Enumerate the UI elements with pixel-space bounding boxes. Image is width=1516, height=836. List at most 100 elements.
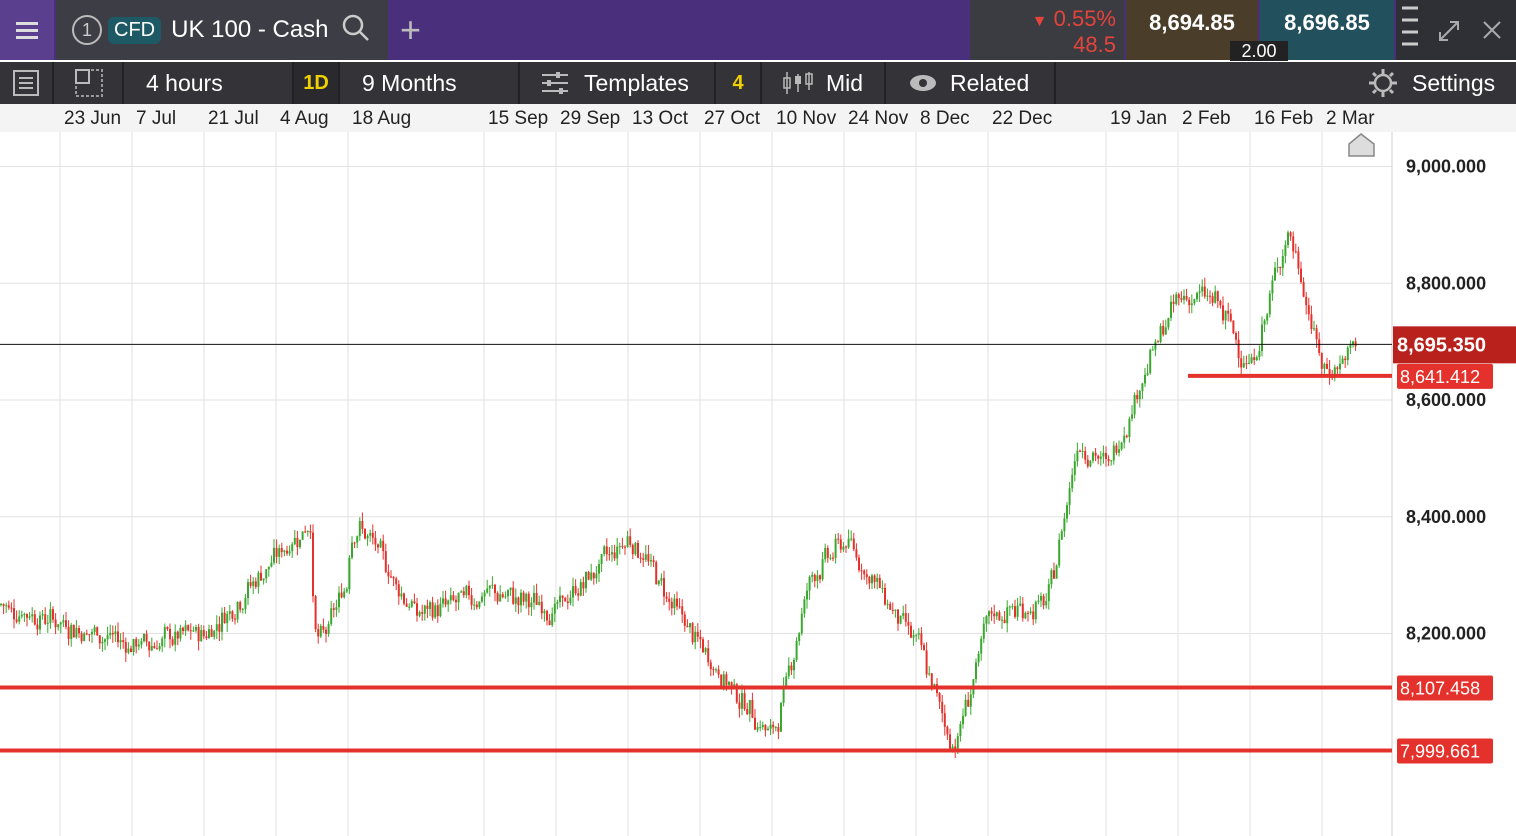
candlestick — [813, 573, 816, 588]
candlestick — [382, 534, 385, 560]
candlestick — [1063, 512, 1066, 537]
candlestick — [254, 577, 257, 589]
candlestick — [62, 614, 65, 627]
candlestick — [975, 658, 977, 684]
candlestick — [754, 709, 756, 730]
interval-selector[interactable]: 4 hours — [124, 62, 294, 104]
candlestick — [1170, 295, 1172, 322]
candlestick — [540, 594, 543, 620]
hamburger-menu-icon[interactable] — [0, 0, 54, 60]
candlestick — [1305, 291, 1308, 315]
candlestick — [39, 611, 41, 635]
candlestick — [821, 551, 824, 582]
candlestick — [241, 607, 244, 614]
templates-button[interactable]: Templates — [520, 62, 716, 104]
candlestick — [499, 585, 502, 602]
candlestick — [764, 724, 767, 737]
candlestick — [278, 544, 281, 565]
candlestick — [36, 618, 39, 636]
instrument-tab[interactable]: 1 CFD UK 100 - Cash — [56, 0, 388, 60]
candlestick — [592, 572, 595, 585]
candlestick — [387, 564, 390, 584]
x-tick-label: 4 Aug — [280, 108, 329, 129]
candlestick — [70, 622, 73, 647]
candlestick — [88, 634, 91, 642]
x-tick-label: 22 Dec — [992, 108, 1053, 129]
scroll-home-icon[interactable] — [1348, 133, 1375, 157]
candlestick — [811, 571, 814, 583]
level-price-label: 7,999.661 — [1400, 741, 1480, 761]
expand-icon[interactable] — [1439, 21, 1459, 41]
candlestick — [790, 662, 793, 676]
candlestick — [85, 629, 88, 636]
candlestick — [1157, 339, 1159, 343]
candlestick — [962, 708, 964, 729]
x-tick-label: 2 Mar — [1326, 108, 1375, 129]
search-icon[interactable] — [341, 13, 371, 48]
candlestick — [1198, 284, 1201, 303]
drag-handle-icon[interactable] — [1402, 6, 1418, 46]
candlestick — [1037, 594, 1040, 605]
eye-icon — [910, 75, 936, 91]
change-percent: ▼ 0.55% — [970, 6, 1116, 32]
candlestick — [826, 545, 829, 563]
price-type-selector[interactable]: Mid — [762, 62, 886, 104]
candlestick — [743, 685, 746, 711]
candlestick — [26, 613, 28, 627]
candlestick — [600, 553, 603, 572]
candlestick — [1326, 357, 1328, 370]
candlestick — [1123, 426, 1126, 449]
candlestick — [2, 603, 5, 615]
instrument-name: UK 100 - Cash — [171, 16, 329, 43]
close-icon[interactable] — [1483, 21, 1501, 39]
candlestick — [585, 571, 587, 593]
range-selector[interactable]: 9 Months — [340, 62, 520, 104]
period-badge[interactable]: 1D — [294, 62, 340, 104]
candlestick — [751, 692, 754, 719]
candlestick — [200, 624, 203, 642]
candlestick — [1242, 355, 1245, 368]
candlestick — [837, 533, 840, 545]
horizontal-levels[interactable] — [0, 343, 1392, 753]
candlestick — [91, 628, 93, 643]
candlestick — [491, 576, 494, 589]
x-tick-label: 24 Nov — [848, 108, 909, 129]
candlestick — [132, 638, 135, 656]
settings-button[interactable]: Settings — [1364, 62, 1516, 104]
layout-icon[interactable] — [56, 62, 124, 104]
candlestick — [668, 592, 671, 611]
candlestick — [637, 540, 639, 559]
candlestick — [1146, 363, 1149, 377]
candlestick — [884, 583, 886, 606]
candlestick — [798, 632, 801, 646]
candlestick — [1066, 502, 1068, 523]
candlestick — [1276, 257, 1279, 273]
candlestick — [691, 622, 694, 645]
candlestick — [639, 552, 642, 564]
candlestick — [418, 610, 421, 618]
candlestick — [1149, 348, 1152, 375]
candlestick — [777, 723, 780, 740]
candlestick — [353, 541, 356, 549]
related-button[interactable]: Related — [886, 62, 1056, 104]
candlestick — [631, 543, 634, 560]
candlestick — [1253, 348, 1256, 365]
candlestick — [1162, 320, 1165, 337]
candlestick — [889, 601, 892, 610]
candlestick — [452, 591, 455, 602]
candlestick — [624, 545, 626, 555]
add-tab-button[interactable]: + — [400, 9, 422, 50]
list-icon[interactable] — [0, 62, 54, 104]
candlestick — [715, 667, 717, 673]
candlestick — [904, 604, 907, 627]
candlestick — [114, 625, 117, 643]
chart-grid — [0, 132, 1393, 836]
sell-price-button[interactable]: 8,694.85 — [1126, 0, 1258, 60]
candlestick — [673, 594, 676, 615]
candlestick — [943, 704, 946, 736]
candlestick — [767, 726, 769, 731]
candlestick — [717, 665, 720, 679]
price-chart[interactable]: 9,000.000 8,800.000 8,600.000 8,400.000 8,20… — [0, 132, 1516, 836]
candlestick — [431, 596, 434, 621]
candlestick — [938, 691, 941, 709]
